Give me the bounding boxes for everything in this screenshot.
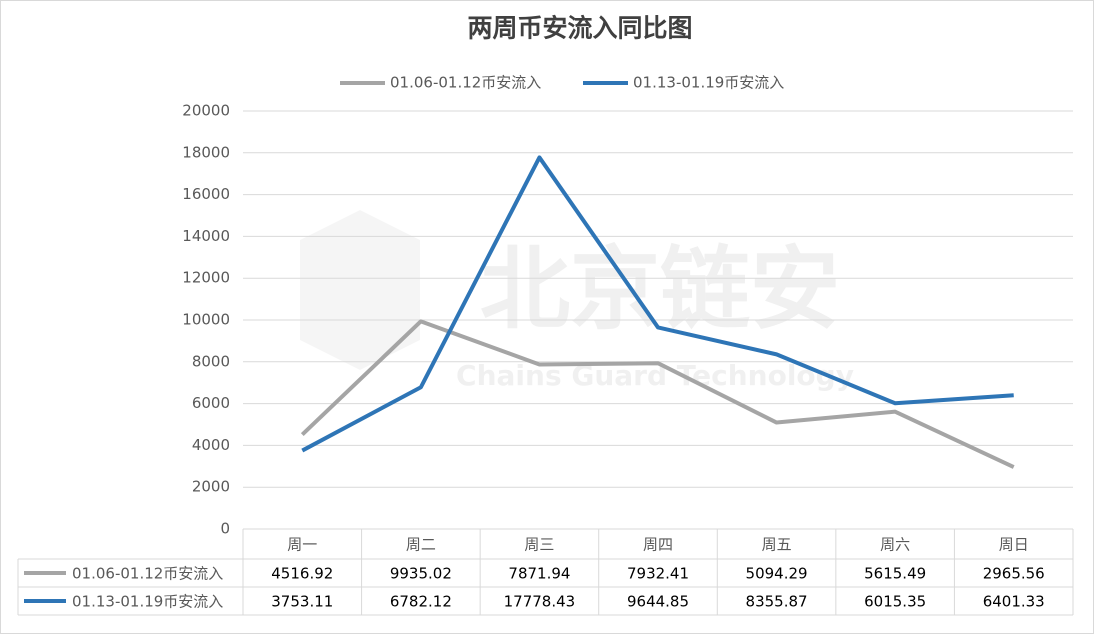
x-tick-label: 周一 — [287, 536, 317, 554]
table-value: 6015.35 — [864, 593, 926, 611]
series-line — [300, 319, 1015, 469]
table-value: 8355.87 — [746, 593, 808, 611]
y-tick-label: 18000 — [182, 143, 230, 161]
watermark: 北京链安 — [480, 237, 840, 342]
legend-label: 01.13-01.19币安流入 — [633, 74, 784, 92]
table-value: 5094.29 — [746, 565, 808, 583]
x-tick-label: 周五 — [762, 536, 792, 554]
table-value: 9935.02 — [390, 565, 452, 583]
table-value: 2965.56 — [983, 565, 1045, 583]
y-tick-label: 14000 — [182, 227, 230, 245]
x-tick-label: 周日 — [999, 536, 1029, 554]
table-value: 17778.43 — [504, 593, 576, 611]
y-tick-label: 2000 — [192, 478, 230, 496]
table-value: 7932.41 — [627, 565, 689, 583]
table-value: 3753.11 — [271, 593, 333, 611]
chart-title: 两周币安流入同比图 — [467, 14, 692, 43]
y-tick-label: 0 — [220, 520, 230, 538]
table-value: 6782.12 — [390, 593, 452, 611]
legend-label: 01.06-01.12币安流入 — [390, 74, 541, 92]
x-tick-label: 周六 — [880, 536, 910, 554]
table-series-name: 01.13-01.19币安流入 — [72, 593, 223, 611]
table-value: 6401.33 — [983, 593, 1045, 611]
table-value: 9644.85 — [627, 593, 689, 611]
y-tick-label: 16000 — [182, 185, 230, 203]
x-tick-label: 周四 — [643, 536, 673, 554]
y-tick-label: 12000 — [182, 269, 230, 287]
series-line — [301, 155, 1014, 453]
y-tick-label: 6000 — [192, 394, 230, 412]
table-value: 4516.92 — [271, 565, 333, 583]
y-tick-label: 4000 — [192, 436, 230, 454]
watermark-logo — [300, 210, 420, 370]
y-tick-label: 10000 — [182, 311, 230, 329]
table-value: 5615.49 — [864, 565, 926, 583]
table-value: 7871.94 — [508, 565, 570, 583]
y-tick-label: 20000 — [182, 102, 230, 120]
y-tick-label: 8000 — [192, 352, 230, 370]
x-tick-label: 周三 — [524, 536, 554, 554]
x-tick-label: 周二 — [406, 536, 436, 554]
table-series-name: 01.06-01.12币安流入 — [72, 565, 223, 583]
